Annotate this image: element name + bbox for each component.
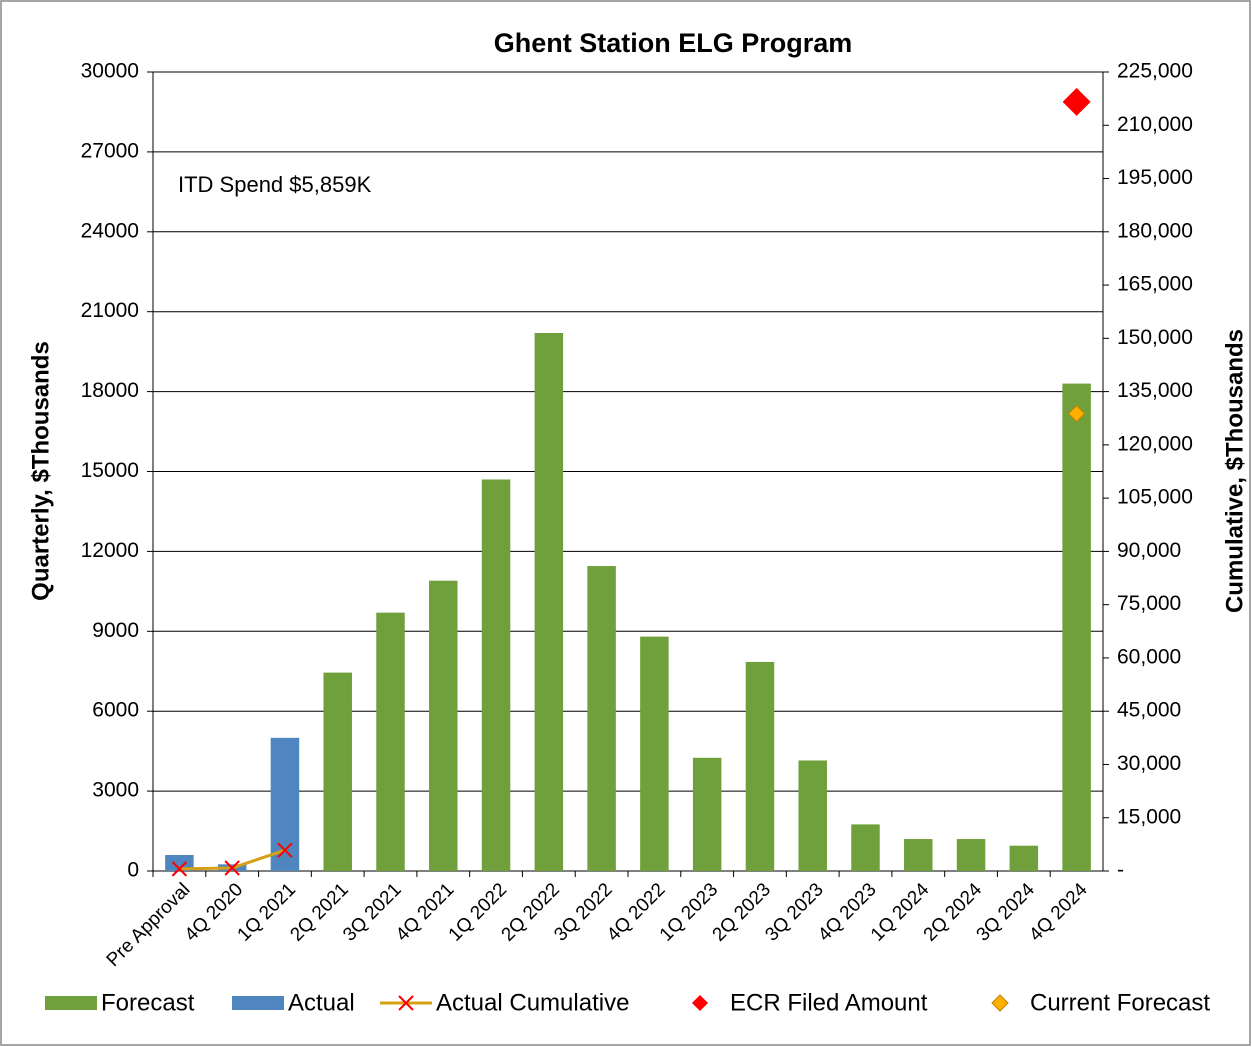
bar bbox=[1009, 845, 1039, 871]
legend-label: Current Forecast bbox=[1030, 989, 1210, 1016]
y-tick-label: 3000 bbox=[92, 779, 139, 802]
y-tick-label: 9000 bbox=[92, 619, 139, 642]
y2-tick-label: 180,000 bbox=[1117, 219, 1193, 242]
bar bbox=[745, 661, 775, 871]
line-marker bbox=[224, 860, 240, 876]
scatter-point bbox=[1062, 87, 1091, 116]
y2-tick-label: 135,000 bbox=[1117, 379, 1193, 402]
bar bbox=[165, 855, 194, 871]
bar bbox=[587, 566, 616, 871]
y-tick-label: 15000 bbox=[81, 459, 139, 482]
legend-swatch bbox=[45, 996, 97, 1010]
y-tick-label: 24000 bbox=[81, 219, 139, 242]
legend-swatch bbox=[692, 995, 708, 1011]
y-axis-label: Quarterly, $Thousands bbox=[27, 341, 54, 601]
y2-tick-label: 15,000 bbox=[1117, 805, 1181, 828]
y2-tick-label: 45,000 bbox=[1117, 699, 1181, 722]
line-marker bbox=[277, 842, 293, 858]
y-tick-label: 30000 bbox=[81, 60, 139, 83]
y2-tick-label: 90,000 bbox=[1117, 539, 1181, 562]
y2-tick-label: 165,000 bbox=[1117, 273, 1193, 296]
bar bbox=[323, 672, 352, 871]
y2-tick-label: 150,000 bbox=[1117, 326, 1193, 349]
legend-label: Actual Cumulative bbox=[436, 989, 629, 1016]
y2-tick-label: 75,000 bbox=[1117, 592, 1181, 615]
legend-swatch bbox=[398, 995, 414, 1011]
bar bbox=[798, 760, 827, 871]
y-tick-label: 12000 bbox=[81, 539, 139, 562]
bar bbox=[640, 636, 669, 871]
legend-swatch bbox=[991, 994, 1009, 1012]
chart-title: Ghent Station ELG Program bbox=[494, 28, 853, 58]
bar bbox=[534, 333, 564, 871]
legend-swatch bbox=[232, 996, 284, 1010]
legend-label: Actual bbox=[288, 989, 355, 1016]
bar bbox=[692, 757, 722, 871]
y-tick-label: 6000 bbox=[92, 699, 139, 722]
y2-tick-label: 195,000 bbox=[1117, 166, 1193, 189]
line-marker bbox=[171, 861, 188, 877]
y-tick-label: 27000 bbox=[81, 139, 139, 162]
bar bbox=[429, 580, 458, 871]
legend-label: ECR Filed Amount bbox=[730, 989, 928, 1016]
y-tick-label: 18000 bbox=[81, 379, 139, 402]
bar bbox=[1062, 383, 1091, 871]
y2-tick-label: 120,000 bbox=[1117, 432, 1193, 455]
y2-tick-label: 60,000 bbox=[1117, 645, 1181, 668]
bar bbox=[904, 839, 933, 871]
y2-tick-label: 30,000 bbox=[1117, 752, 1181, 775]
y2-tick-label: 210,000 bbox=[1117, 113, 1193, 136]
y2-tick-label: - bbox=[1117, 859, 1124, 882]
y-tick-label: 0 bbox=[127, 859, 139, 882]
y2-tick-label: 225,000 bbox=[1117, 60, 1193, 83]
y-tick-label: 21000 bbox=[81, 299, 139, 322]
bar bbox=[956, 839, 986, 871]
y2-tick-label: 105,000 bbox=[1117, 486, 1193, 509]
y2-axis-label: Cumulative, $Thousands bbox=[1221, 329, 1248, 613]
bar bbox=[481, 479, 511, 871]
legend-label: Forecast bbox=[101, 989, 195, 1016]
scatter-point bbox=[1067, 404, 1086, 423]
annotation: ITD Spend $5,859K bbox=[178, 172, 372, 197]
bar bbox=[376, 612, 405, 871]
bar bbox=[851, 824, 880, 871]
